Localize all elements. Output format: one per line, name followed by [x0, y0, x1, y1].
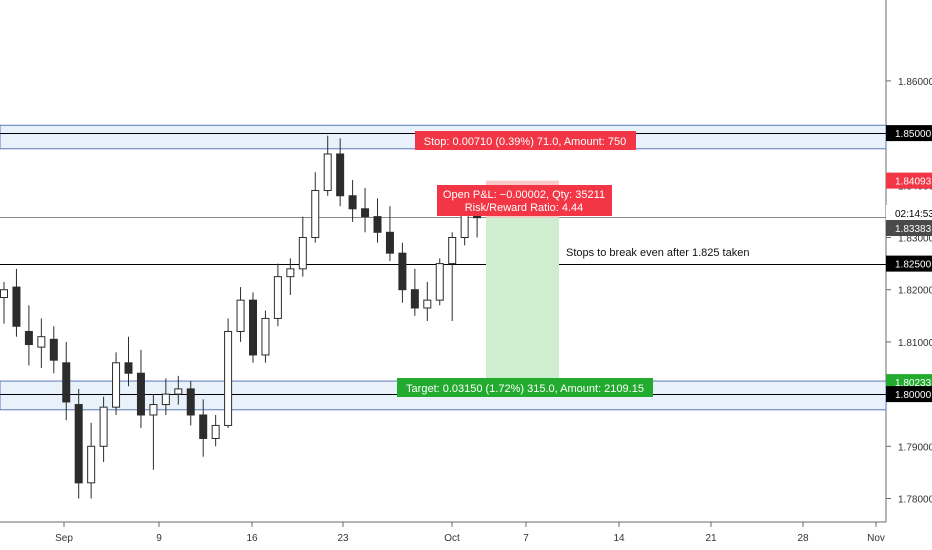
- candle-body-16: [199, 414, 208, 439]
- candle-body-21: [261, 317, 270, 356]
- candle-body-22: [273, 276, 282, 319]
- candle-body-19: [236, 299, 245, 332]
- tag-current-price: 1.83383: [895, 224, 932, 235]
- tag-countdown-bg: [886, 205, 932, 221]
- time-axis[interactable]: Sep 9 16 23 Oct 7 14 21 28 Nov: [55, 522, 885, 544]
- candle-body-35: [435, 263, 444, 301]
- break-even-note: Stops to break even after 1.825 taken: [566, 247, 749, 259]
- tag-level-185: 1.85000: [895, 129, 932, 140]
- tag-target-bg: [886, 374, 932, 391]
- candle-body-27: [336, 153, 345, 197]
- x-tick-label-9: Nov: [867, 533, 885, 544]
- candle-body-28: [348, 195, 357, 210]
- tag-level-1825: 1.82500: [895, 260, 932, 271]
- risk-reward-text: Risk/Reward Ratio: 4.44: [465, 202, 584, 214]
- candle-body-18: [224, 330, 233, 426]
- candle-body-0: [0, 289, 8, 299]
- tag-level-1825-bg: [886, 255, 932, 272]
- candle-body-17: [211, 424, 220, 439]
- pl-label-box: Open P&L: −0.00002, Qty: 35211 Risk/Rewa…: [437, 185, 612, 216]
- x-tick-label-2: 16: [246, 533, 258, 544]
- y-tick-label-5: 1.81000: [898, 338, 932, 349]
- candle-body-13: [161, 393, 170, 406]
- candle-body-7: [87, 445, 96, 484]
- tag-current-price-bg: [886, 220, 932, 236]
- candle-body-32: [398, 252, 407, 291]
- y-tick-label-4: 1.82000: [898, 286, 932, 297]
- tag-target: 1.80233: [895, 378, 932, 389]
- candle-body-23: [286, 268, 295, 278]
- candle-body-2: [24, 330, 33, 346]
- candle-body-29: [361, 208, 370, 218]
- x-tick-label-1: 9: [156, 533, 162, 544]
- candle-body-31: [385, 231, 394, 254]
- candle-body-24: [298, 237, 307, 270]
- candle-body-10: [124, 362, 133, 374]
- tag-level-180: 1.80000: [895, 390, 932, 401]
- y-tick-label-8: 1.78000: [898, 495, 932, 506]
- candle-body-11: [136, 372, 145, 416]
- x-tick-label-3: 23: [337, 533, 349, 544]
- stop-label-background: [415, 131, 636, 150]
- candle-body-14: [174, 388, 183, 395]
- candle-body-33: [410, 289, 419, 309]
- candle-body-25: [311, 190, 320, 239]
- pl-label-background: [437, 185, 612, 216]
- tag-level-180-bg: [886, 386, 932, 403]
- stop-label-box: Stop: 0.00710 (0.39%) 71.0, Amount: 750: [415, 131, 636, 150]
- target-label-text: Target: 0.03150 (1.72%) 315.0, Amount: 2…: [406, 383, 644, 395]
- tag-stop-bg: [886, 172, 932, 189]
- candle-body-20: [249, 299, 257, 356]
- candle-body-8: [99, 406, 108, 447]
- tag-stop: 1.84093: [895, 177, 932, 188]
- candle-body-36: [448, 237, 457, 265]
- x-tick-label-0: Sep: [55, 533, 73, 544]
- candle-body-26: [323, 153, 332, 192]
- target-zone: [486, 217, 559, 383]
- tag-level-185-bg: [886, 125, 932, 142]
- target-label-box: Target: 0.03150 (1.72%) 315.0, Amount: 2…: [397, 378, 653, 397]
- x-tick-label-6: 14: [613, 533, 625, 544]
- candle-body-5: [62, 362, 71, 403]
- target-label-background: [397, 378, 653, 397]
- price-axis-tags: 1.850001.840931.8338502:14:531.833831.82…: [886, 125, 932, 403]
- y-tick-label-7: 1.79000: [898, 442, 932, 453]
- y-tick-label-0: 1.86000: [898, 77, 932, 88]
- open-pl-text: Open P&L: −0.00002, Qty: 35211: [443, 189, 605, 201]
- candle-body-15: [186, 388, 195, 416]
- x-tick-label-8: 28: [797, 533, 809, 544]
- y-tick-label-3: 1.83000: [898, 234, 932, 245]
- candle-body-9: [112, 362, 121, 408]
- x-tick-label-5: 7: [523, 533, 529, 544]
- candle-body-1: [12, 286, 21, 327]
- stop-label-text: Stop: 0.00710 (0.39%) 71.0, Amount: 750: [424, 136, 626, 148]
- candle-body-3: [37, 336, 46, 348]
- candle-body-12: [149, 404, 158, 416]
- candle-body-4: [49, 338, 58, 361]
- candle-body-34: [423, 299, 432, 309]
- tag-countdown: 02:14:53: [895, 209, 932, 220]
- x-tick-label-7: 21: [705, 533, 717, 544]
- x-tick-label-4: Oct: [444, 533, 460, 544]
- candle-body-6: [74, 404, 83, 484]
- candle-body-30: [373, 216, 382, 233]
